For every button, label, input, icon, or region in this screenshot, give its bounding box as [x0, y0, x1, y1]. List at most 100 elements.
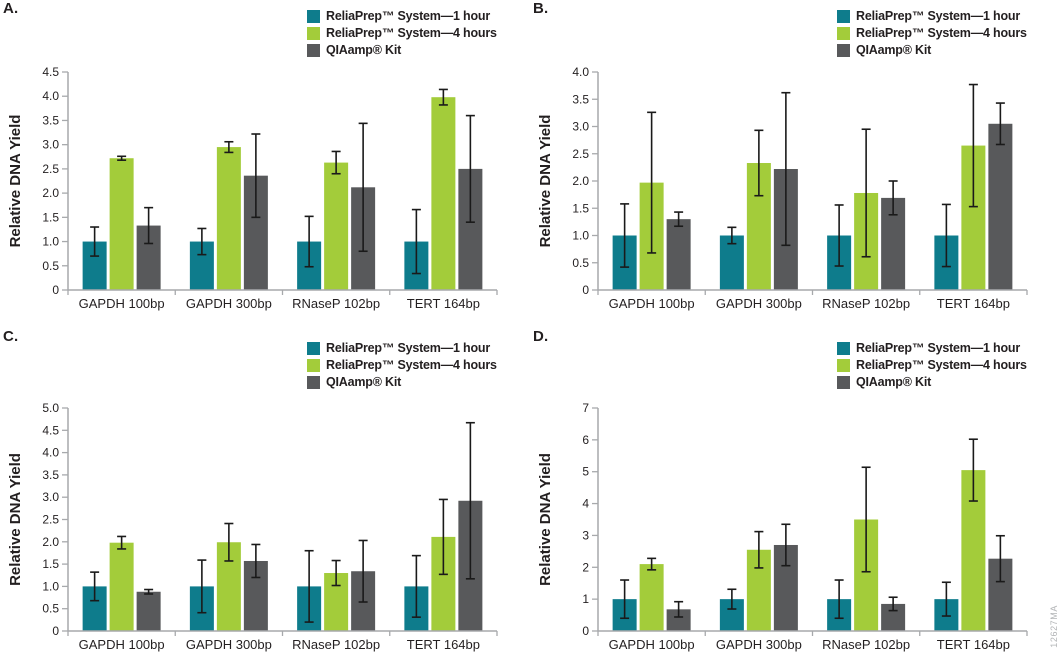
svg-text:3.5: 3.5: [42, 468, 59, 482]
svg-text:0.5: 0.5: [42, 602, 59, 616]
svg-text:GAPDH 100bp: GAPDH 100bp: [609, 637, 695, 652]
legend-item: QIAamp® Kit: [837, 44, 1027, 57]
legend-swatch-green-icon: [307, 359, 320, 372]
legend-swatch-green-icon: [307, 27, 320, 40]
legend-label: ReliaPrep™ System—4 hours: [856, 358, 1027, 372]
svg-text:2.0: 2.0: [42, 186, 59, 200]
legend-item: ReliaPrep™ System—4 hours: [837, 27, 1027, 40]
legend-label: ReliaPrep™ System—4 hours: [856, 26, 1027, 40]
panel-c-label: C.: [3, 328, 19, 345]
svg-text:4.5: 4.5: [42, 423, 59, 437]
legend-label: ReliaPrep™ System—1 hour: [326, 9, 491, 23]
svg-text:1.5: 1.5: [42, 210, 59, 224]
legend-item: ReliaPrep™ System—4 hours: [307, 359, 497, 372]
svg-text:2.5: 2.5: [572, 147, 589, 161]
svg-text:4.0: 4.0: [42, 89, 59, 103]
svg-text:2.0: 2.0: [572, 174, 589, 188]
svg-text:TERT 164bp: TERT 164bp: [937, 296, 1010, 311]
svg-text:3.5: 3.5: [572, 92, 589, 106]
svg-text:RNaseP 102bp: RNaseP 102bp: [822, 637, 910, 652]
legend-label: QIAamp® Kit: [856, 43, 932, 57]
svg-text:3.5: 3.5: [42, 113, 59, 127]
legend-swatch-teal-icon: [307, 342, 320, 355]
panel-b: B. ReliaPrep™ System—1 hour ReliaPrep™ S…: [530, 0, 1060, 328]
bar-chart-c: 0 0.5 1.0 1.5 2.0 2.5 3.0 3.5 4.0 4.5 5.0 Relative …: [7, 401, 498, 652]
svg-text:TERT 164bp: TERT 164bp: [407, 296, 480, 311]
svg-text:RNaseP 102bp: RNaseP 102bp: [292, 637, 380, 652]
svg-text:2.5: 2.5: [42, 162, 59, 176]
svg-text:1.5: 1.5: [42, 557, 59, 571]
legend-item: ReliaPrep™ System—1 hour: [307, 342, 497, 355]
svg-text:0: 0: [582, 283, 589, 297]
legend-item: QIAamp® Kit: [837, 376, 1027, 389]
svg-text:RNaseP 102bp: RNaseP 102bp: [292, 296, 380, 311]
svg-text:4.0: 4.0: [572, 65, 589, 79]
legend-item: ReliaPrep™ System—1 hour: [837, 10, 1027, 23]
svg-text:3.0: 3.0: [42, 490, 59, 504]
svg-text:GAPDH 300bp: GAPDH 300bp: [186, 637, 272, 652]
legend-swatch-teal-icon: [837, 342, 850, 355]
bar-chart-d: 0 1 2 3 4 5 6 7 Relative DNA Yield GAPDH 100bp GAP…: [537, 401, 1028, 652]
svg-text:Relative DNA Yield: Relative DNA Yield: [7, 115, 24, 248]
svg-text:GAPDH 300bp: GAPDH 300bp: [716, 637, 802, 652]
svg-text:3: 3: [582, 528, 589, 542]
legend: ReliaPrep™ System—1 hour ReliaPrep™ Syst…: [837, 10, 1027, 61]
svg-text:GAPDH 100bp: GAPDH 100bp: [609, 296, 695, 311]
svg-text:0: 0: [52, 624, 59, 638]
panel-c: C. ReliaPrep™ System—1 hour ReliaPrep™ S…: [0, 328, 530, 656]
svg-text:3.0: 3.0: [572, 120, 589, 134]
svg-text:TERT 164bp: TERT 164bp: [407, 637, 480, 652]
svg-text:1.0: 1.0: [42, 579, 59, 593]
legend: ReliaPrep™ System—1 hour ReliaPrep™ Syst…: [307, 10, 497, 61]
bar-chart-b: 0 0.5 1.0 1.5 2.0 2.5 3.0 3.5 4.0 Relative DNA Yi…: [537, 65, 1028, 311]
panel-b-label: B.: [533, 0, 549, 17]
svg-text:4: 4: [582, 497, 589, 511]
legend-item: ReliaPrep™ System—1 hour: [837, 342, 1027, 355]
legend-swatch-gray-icon: [837, 376, 850, 389]
legend-label: QIAamp® Kit: [326, 375, 402, 389]
svg-text:2.0: 2.0: [42, 535, 59, 549]
legend-item: QIAamp® Kit: [307, 376, 497, 389]
svg-text:Relative DNA Yield: Relative DNA Yield: [537, 115, 554, 248]
legend-label: QIAamp® Kit: [856, 375, 932, 389]
legend-swatch-green-icon: [837, 359, 850, 372]
legend-swatch-gray-icon: [837, 44, 850, 57]
svg-text:Relative DNA Yield: Relative DNA Yield: [7, 453, 24, 586]
svg-text:2: 2: [582, 560, 589, 574]
svg-text:1.0: 1.0: [42, 235, 59, 249]
legend-label: ReliaPrep™ System—1 hour: [326, 341, 491, 355]
legend-swatch-gray-icon: [307, 376, 320, 389]
svg-text:1.0: 1.0: [572, 229, 589, 243]
legend-label: ReliaPrep™ System—4 hours: [326, 358, 497, 372]
svg-text:4.0: 4.0: [42, 446, 59, 460]
svg-text:TERT 164bp: TERT 164bp: [937, 637, 1010, 652]
svg-text:0: 0: [52, 283, 59, 297]
svg-text:1: 1: [582, 592, 589, 606]
svg-text:RNaseP 102bp: RNaseP 102bp: [822, 296, 910, 311]
bar-chart-a: 0 0.5 1.0 1.5 2.0 2.5 3.0 3.5 4.0 4.5 Relative DNA…: [7, 65, 498, 311]
legend-item: ReliaPrep™ System—4 hours: [307, 27, 497, 40]
legend-swatch-teal-icon: [837, 10, 850, 23]
svg-text:0.5: 0.5: [572, 256, 589, 270]
legend-item: ReliaPrep™ System—4 hours: [837, 359, 1027, 372]
legend-label: ReliaPrep™ System—1 hour: [856, 9, 1021, 23]
legend-item: QIAamp® Kit: [307, 44, 497, 57]
svg-text:0.5: 0.5: [42, 259, 59, 273]
svg-text:GAPDH 300bp: GAPDH 300bp: [186, 296, 272, 311]
svg-text:4.5: 4.5: [42, 65, 59, 79]
panel-d-label: D.: [533, 328, 549, 345]
legend-label: ReliaPrep™ System—4 hours: [326, 26, 497, 40]
panel-d: D. ReliaPrep™ System—1 hour ReliaPrep™ S…: [530, 328, 1060, 656]
legend: ReliaPrep™ System—1 hour ReliaPrep™ Syst…: [307, 342, 497, 393]
panel-a-label: A.: [3, 0, 19, 17]
svg-text:GAPDH 100bp: GAPDH 100bp: [79, 296, 165, 311]
svg-text:2.5: 2.5: [42, 513, 59, 527]
svg-text:5.0: 5.0: [42, 401, 59, 415]
legend-swatch-green-icon: [837, 27, 850, 40]
svg-text:6: 6: [582, 433, 589, 447]
svg-text:Relative DNA Yield: Relative DNA Yield: [537, 453, 554, 586]
legend-item: ReliaPrep™ System—1 hour: [307, 10, 497, 23]
svg-text:1.5: 1.5: [572, 201, 589, 215]
svg-text:GAPDH 300bp: GAPDH 300bp: [716, 296, 802, 311]
svg-text:7: 7: [582, 401, 589, 415]
